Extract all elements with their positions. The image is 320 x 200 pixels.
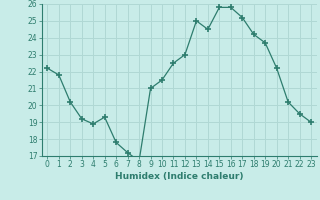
- X-axis label: Humidex (Indice chaleur): Humidex (Indice chaleur): [115, 172, 244, 181]
